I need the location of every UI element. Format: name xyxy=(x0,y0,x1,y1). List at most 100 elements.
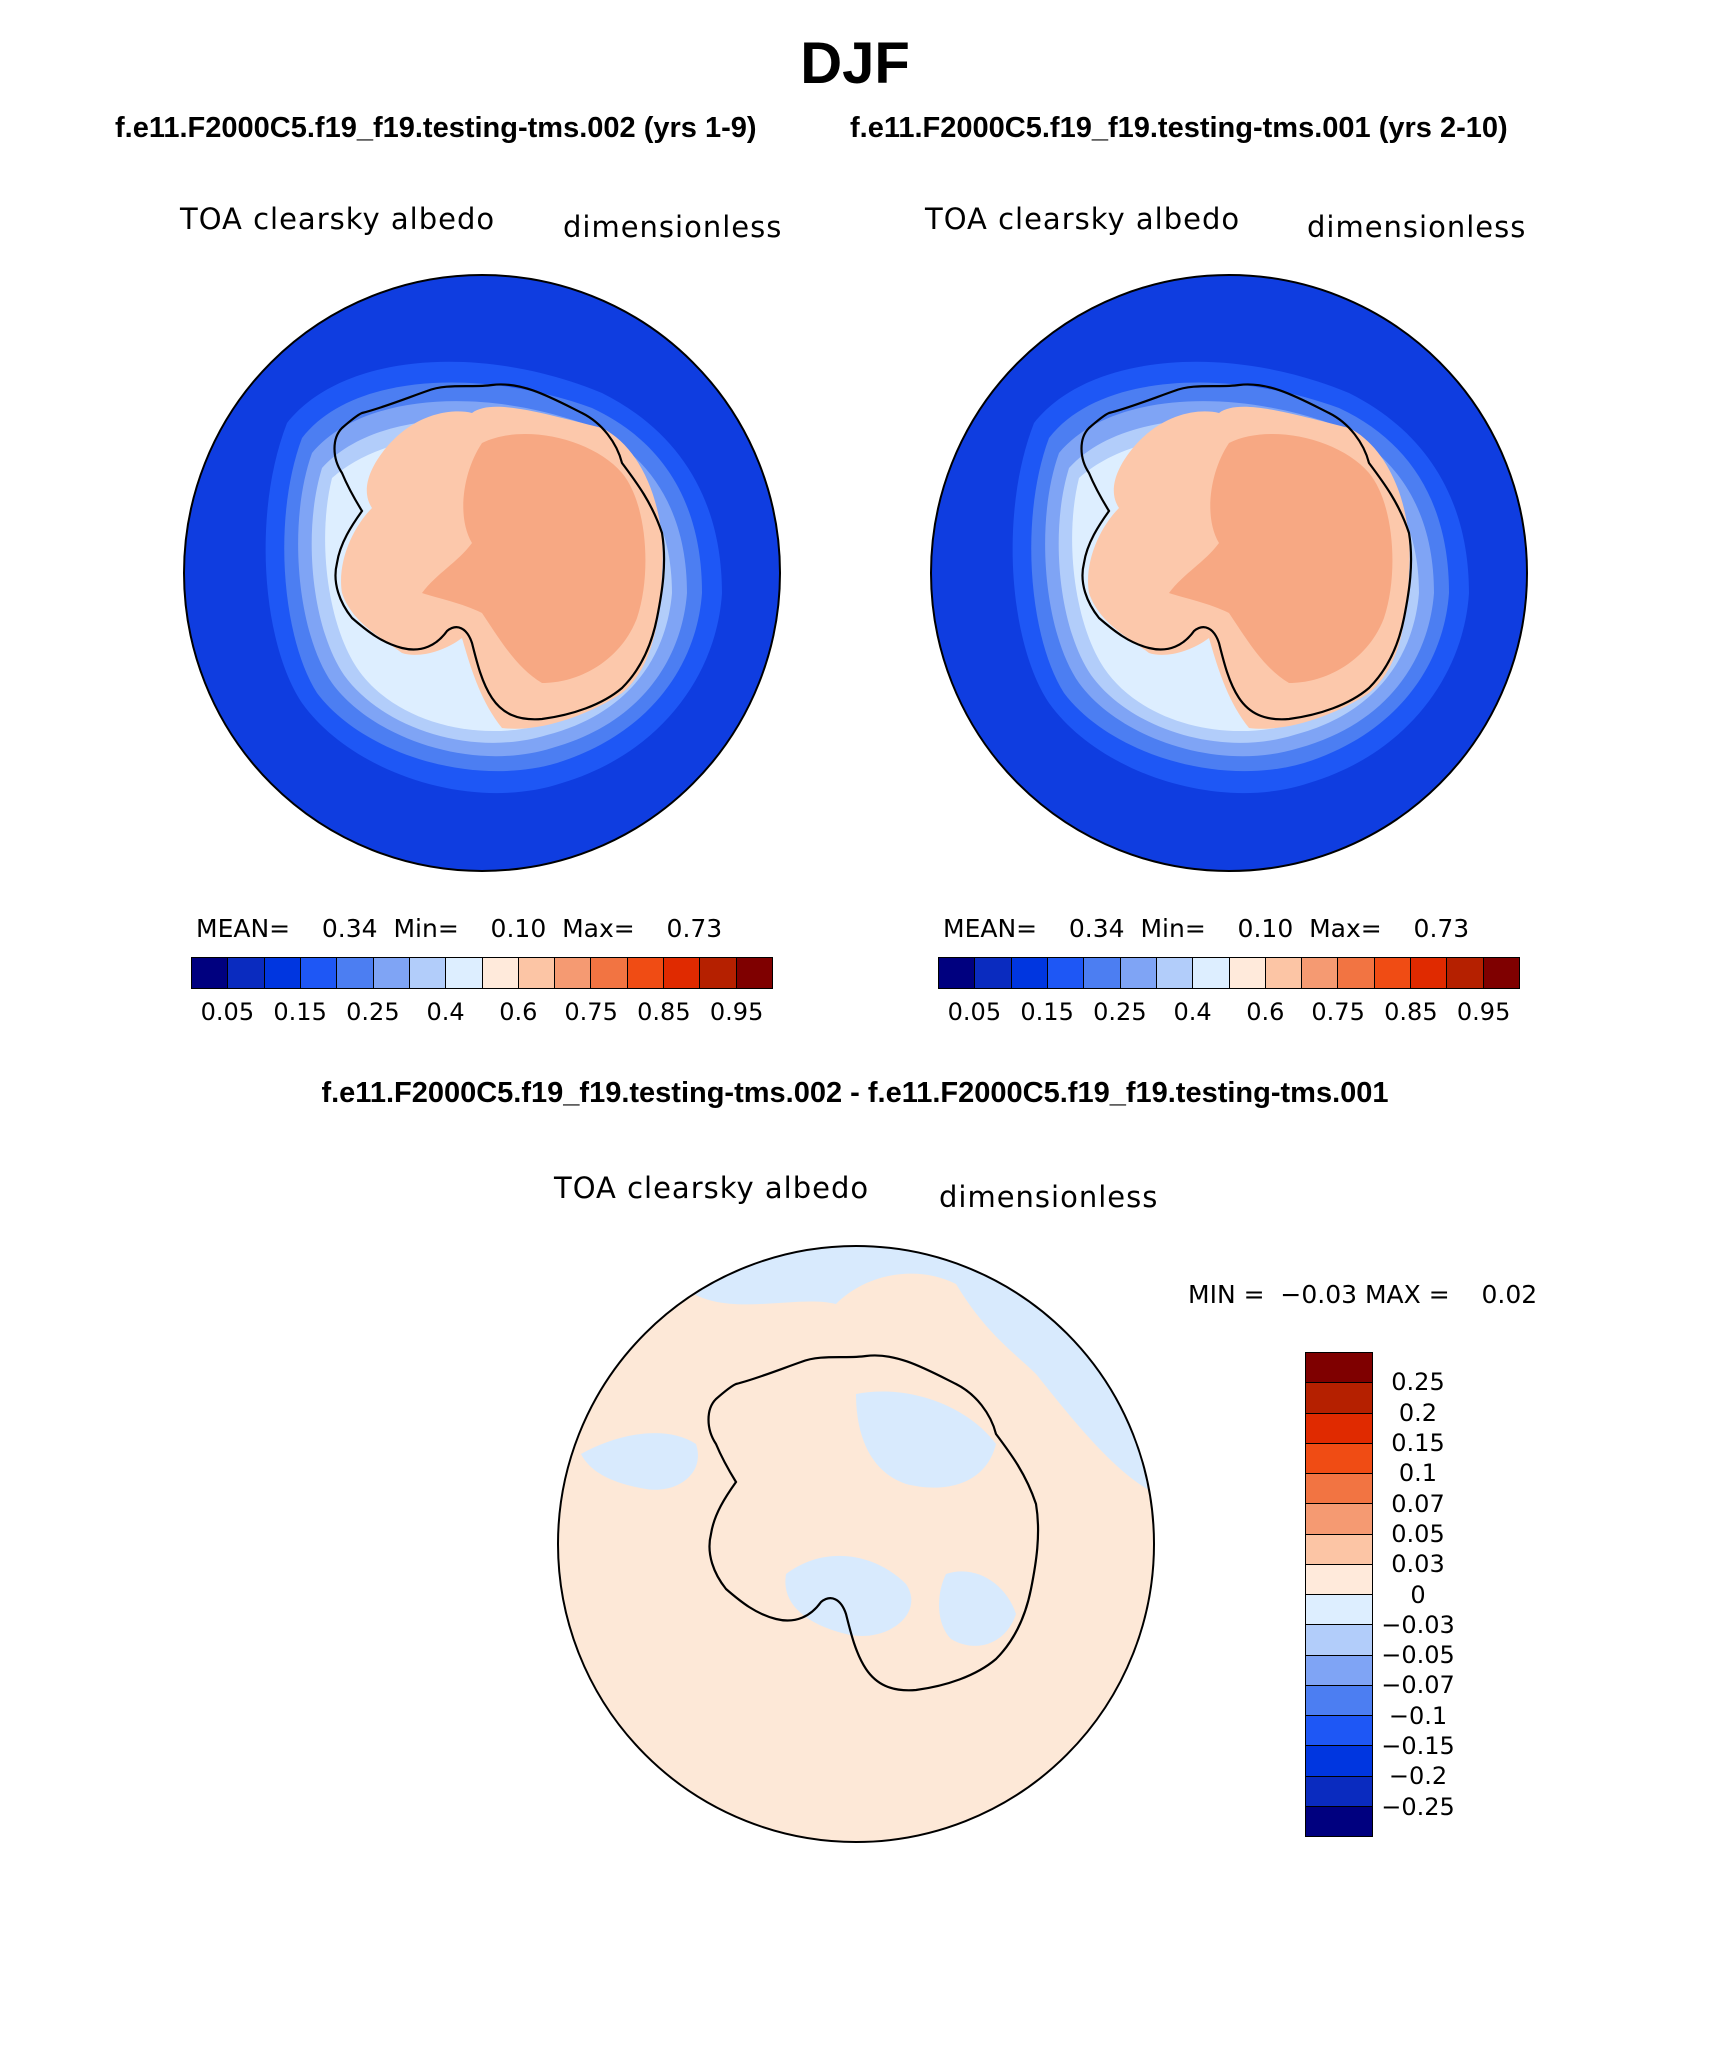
colorbar-tick-label: −0.1 xyxy=(1388,1701,1448,1730)
colorbar-tick-label: 0.75 xyxy=(1311,998,1365,1026)
colorbar-tick-label: 0.15 xyxy=(1391,1428,1445,1457)
panel2-colorbar xyxy=(938,957,1520,989)
colorbar-tick-label: 0.05 xyxy=(200,998,255,1026)
colorbar-swatch xyxy=(1265,958,1303,988)
colorbar-swatch xyxy=(1306,1806,1372,1836)
colorbar-swatch xyxy=(409,958,447,988)
colorbar-tick-label: 0.85 xyxy=(637,998,691,1026)
diff-colorbar xyxy=(1305,1352,1373,1837)
colorbar-swatch xyxy=(1306,1746,1372,1777)
colorbar-tick-label: 0.07 xyxy=(1391,1489,1445,1518)
colorbar-swatch xyxy=(736,958,772,988)
colorbar-swatch xyxy=(192,958,229,988)
colorbar-tick-label: 0.85 xyxy=(1384,998,1438,1026)
difference-polar-map xyxy=(557,1245,1155,1843)
colorbar-tick-label: 0.25 xyxy=(1093,998,1147,1026)
right-case-title: f.e11.F2000C5.f19_f19.testing-tms.001 (y… xyxy=(850,112,1508,144)
colorbar-tick-label: 0.05 xyxy=(1391,1519,1445,1548)
colorbar-tick-label: 0.95 xyxy=(1456,998,1511,1026)
colorbar-swatch xyxy=(939,958,976,988)
colorbar-tick-label: −0.07 xyxy=(1381,1671,1455,1700)
colorbar-swatch xyxy=(482,958,519,988)
panel2-units-label: dimensionless xyxy=(1307,210,1527,244)
negative-difference-patch xyxy=(785,1555,912,1636)
colorbar-swatch xyxy=(975,958,1012,988)
panel1-colorbar xyxy=(191,957,773,989)
difference-title: f.e11.F2000C5.f19_f19.testing-tms.002 - … xyxy=(321,1077,1389,1109)
colorbar-swatch xyxy=(700,958,737,988)
figure-title: DJF xyxy=(800,31,910,96)
colorbar-swatch xyxy=(1011,958,1048,988)
panel1-variable-label: TOA clearsky albedo xyxy=(180,202,496,236)
colorbar-swatch xyxy=(1120,958,1157,988)
coastline xyxy=(333,383,666,721)
ice-sheet-high xyxy=(1169,434,1393,683)
colorbar-tick-label: −0.2 xyxy=(1388,1762,1448,1791)
ice-sheet-high xyxy=(422,434,646,683)
colorbar-swatch xyxy=(1447,958,1484,988)
panel2-polar-map xyxy=(930,274,1528,872)
panel2-colorbar-labels: 0.05 0.15 0.25 0.4 0.6 0.75 0.85 0.95 xyxy=(938,998,1520,1028)
panel2-variable-label: TOA clearsky albedo xyxy=(925,202,1241,236)
colorbar-tick-label: −0.25 xyxy=(1381,1792,1455,1821)
colorbar-swatch xyxy=(1306,1474,1372,1505)
colorbar-tick-label: −0.03 xyxy=(1381,1610,1455,1639)
colorbar-swatch xyxy=(1306,1776,1372,1807)
colorbar-tick-label: 0.25 xyxy=(1391,1368,1445,1397)
colorbar-swatch xyxy=(1483,958,1519,988)
colorbar-swatch xyxy=(1306,1685,1372,1716)
colorbar-swatch xyxy=(1306,1504,1372,1535)
colorbar-tick-label: 0.25 xyxy=(346,998,400,1026)
colorbar-swatch xyxy=(1306,1655,1372,1686)
colorbar-swatch xyxy=(1156,958,1194,988)
colorbar-swatch xyxy=(1306,1353,1372,1384)
negative-difference-band xyxy=(558,1246,1154,1494)
colorbar-tick-label: 0.75 xyxy=(564,998,618,1026)
colorbar-swatch xyxy=(1306,1595,1372,1626)
colorbar-tick-label: 0.6 xyxy=(1246,998,1285,1026)
colorbar-swatch xyxy=(664,958,701,988)
colorbar-swatch xyxy=(1306,1716,1372,1747)
colorbar-swatch xyxy=(1229,958,1266,988)
panel1-stats: MEAN= 0.34 Min= 0.10 Max= 0.73 xyxy=(196,914,723,943)
colorbar-swatch xyxy=(1306,1383,1372,1414)
colorbar-tick-label: 0.4 xyxy=(1173,998,1212,1026)
colorbar-tick-label: 0.6 xyxy=(499,998,538,1026)
colorbar-swatch xyxy=(264,958,301,988)
coastline xyxy=(707,1354,1040,1692)
colorbar-swatch xyxy=(1306,1413,1372,1444)
panel2-stats: MEAN= 0.34 Min= 0.10 Max= 0.73 xyxy=(943,914,1470,943)
colorbar-swatch xyxy=(1411,958,1448,988)
colorbar-swatch xyxy=(1306,1443,1372,1474)
left-case-title: f.e11.F2000C5.f19_f19.testing-tms.002 (y… xyxy=(115,112,757,144)
colorbar-swatch xyxy=(1047,958,1085,988)
colorbar-swatch xyxy=(446,958,483,988)
colorbar-tick-label: −0.05 xyxy=(1381,1641,1455,1670)
colorbar-swatch xyxy=(1306,1625,1372,1656)
panel1-colorbar-labels: 0.05 0.15 0.25 0.4 0.6 0.75 0.85 0.95 xyxy=(191,998,773,1028)
colorbar-swatch xyxy=(627,958,665,988)
colorbar-swatch xyxy=(300,958,338,988)
colorbar-swatch xyxy=(228,958,265,988)
colorbar-tick-label: 0.05 xyxy=(947,998,1002,1026)
colorbar-swatch xyxy=(1302,958,1339,988)
colorbar-tick-label: 0.2 xyxy=(1398,1398,1438,1427)
colorbar-tick-label: 0.03 xyxy=(1391,1550,1445,1579)
diff-colorbar-labels: 0.25 0.2 0.15 0.1 0.07 0.05 0.03 0 −0.03 −0.05 −0.… xyxy=(1358,1352,1488,1837)
negative-difference-patch xyxy=(939,1571,1016,1646)
colorbar-swatch xyxy=(1306,1534,1372,1565)
panel1-polar-map xyxy=(183,274,781,872)
diff-variable-label: TOA clearsky albedo xyxy=(554,1171,870,1205)
diff-min-max: MIN = −0.03 MAX = 0.02 xyxy=(1188,1280,1538,1309)
colorbar-swatch xyxy=(373,958,410,988)
colorbar-swatch xyxy=(1306,1564,1372,1595)
colorbar-swatch xyxy=(1084,958,1121,988)
colorbar-swatch xyxy=(518,958,556,988)
colorbar-swatch xyxy=(1193,958,1230,988)
colorbar-tick-label: 0.1 xyxy=(1398,1459,1438,1488)
colorbar-tick-label: 0 xyxy=(1410,1580,1426,1609)
colorbar-swatch xyxy=(337,958,374,988)
negative-difference-patch xyxy=(856,1391,996,1488)
colorbar-swatch xyxy=(555,958,592,988)
colorbar-tick-label: 0.15 xyxy=(273,998,327,1026)
